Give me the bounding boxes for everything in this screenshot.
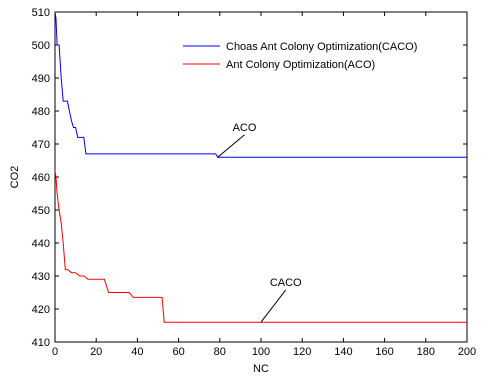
x-tick-label: 60 <box>172 346 184 358</box>
x-tick-label: 0 <box>52 346 58 358</box>
x-tick-label: 80 <box>214 346 226 358</box>
y-tick-label: 450 <box>32 205 50 217</box>
x-tick-label: 100 <box>252 346 270 358</box>
y-tick-label: 430 <box>32 271 50 283</box>
legend-box <box>170 35 463 75</box>
x-tick-label: 200 <box>458 346 476 358</box>
annotation-label-2: CACO <box>270 277 302 289</box>
annotations: ACO CACO <box>217 122 302 323</box>
y-tick-label: 470 <box>32 139 50 151</box>
series-line-1 <box>54 11 467 158</box>
x-tick-label: 140 <box>334 346 352 358</box>
y-tick-label: 490 <box>32 73 50 85</box>
y-tick-label: 510 <box>32 7 50 19</box>
y-tick-label: 480 <box>32 106 50 118</box>
x-tick-label: 120 <box>293 346 311 358</box>
x-tick-label: 160 <box>375 346 393 358</box>
legend-entry-2: Ant Colony Optimization(ACO) <box>226 59 375 71</box>
x-axis-label: NC <box>253 363 269 375</box>
x-tick-label: 40 <box>131 346 143 358</box>
y-tick-label: 420 <box>32 304 50 316</box>
axis-ticks: 0 20 40 60 80 100 120 140 160 180 200 410 420 430 440 4… <box>32 7 477 358</box>
y-tick-label: 440 <box>32 238 50 250</box>
annotation-arrow-2 <box>260 289 287 323</box>
annotation-label-1: ACO <box>233 122 257 134</box>
x-tick-label: 20 <box>90 346 102 358</box>
x-tick-label: 180 <box>417 346 435 358</box>
y-axis-label: CO2 <box>9 166 21 189</box>
legend-entry-1: Choas Ant Colony Optimization(CACO) <box>226 41 417 53</box>
y-tick-label: 500 <box>32 40 50 52</box>
y-tick-label: 410 <box>32 337 50 349</box>
legend: Choas Ant Colony Optimization(CACO) Ant C… <box>170 35 463 75</box>
y-tick-label: 460 <box>32 172 50 184</box>
annotation-arrow-1 <box>217 134 245 158</box>
